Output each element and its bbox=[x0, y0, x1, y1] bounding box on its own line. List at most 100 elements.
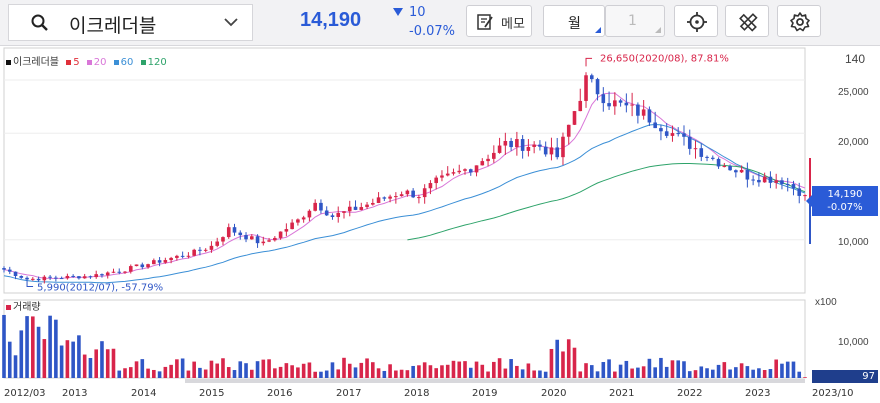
volume-bar bbox=[123, 368, 127, 378]
candle-body bbox=[175, 255, 179, 258]
volume-bar bbox=[618, 364, 623, 378]
x-axis-label: 2023/10 bbox=[812, 388, 854, 399]
candle-body bbox=[676, 133, 681, 135]
candle-body bbox=[324, 210, 329, 216]
candle-body bbox=[705, 156, 709, 158]
current-price: 14,190 bbox=[300, 9, 362, 31]
volume-bar bbox=[636, 367, 640, 378]
candle-body bbox=[762, 176, 767, 183]
volume-bar bbox=[71, 341, 75, 378]
candle-body bbox=[716, 158, 721, 167]
candle-body bbox=[111, 271, 116, 273]
candle-body bbox=[653, 122, 657, 129]
volume-legend: 거래량 bbox=[6, 298, 41, 313]
ruler-pencil-icon bbox=[739, 13, 758, 32]
volume-bar bbox=[584, 363, 588, 378]
volume-bar bbox=[371, 362, 375, 378]
chart-legend: 이크레더블 5 20 60 120 bbox=[6, 53, 171, 68]
volume-bar bbox=[31, 316, 35, 378]
legend-ma-20: 20 bbox=[86, 57, 106, 68]
candle-body bbox=[249, 236, 254, 240]
stock-name: 이크레더블 bbox=[69, 15, 157, 37]
x-axis-label: 2012/03 bbox=[4, 388, 46, 399]
candle-body bbox=[647, 109, 652, 123]
volume-bar bbox=[100, 341, 104, 378]
drawing-tools-button[interactable] bbox=[725, 5, 769, 37]
candle-body bbox=[780, 180, 784, 184]
candle-body bbox=[422, 188, 427, 198]
candle-body bbox=[526, 146, 531, 151]
chevron-down-icon[interactable] bbox=[224, 17, 238, 27]
volume-bar bbox=[641, 366, 646, 378]
candle-body bbox=[313, 202, 317, 211]
candle-body bbox=[255, 236, 260, 244]
candle-body bbox=[659, 128, 663, 132]
volume-bar bbox=[757, 368, 761, 378]
memo-button[interactable]: 메모 bbox=[466, 5, 532, 37]
volume-bar bbox=[682, 361, 686, 378]
candle-body bbox=[226, 227, 231, 238]
volume-bar bbox=[762, 370, 767, 378]
candle-body bbox=[65, 275, 70, 279]
memo-icon bbox=[477, 14, 493, 30]
volume-bar bbox=[566, 339, 571, 378]
candle-body bbox=[31, 278, 35, 280]
volume-bar bbox=[791, 361, 796, 378]
high-marker bbox=[585, 57, 593, 67]
candle-body bbox=[405, 190, 410, 195]
volume-bar bbox=[88, 357, 93, 378]
candle-body bbox=[492, 152, 496, 159]
volume-bar bbox=[411, 365, 415, 378]
candle-body bbox=[757, 179, 761, 183]
volume-bar bbox=[716, 364, 721, 378]
volume-bar bbox=[186, 370, 191, 378]
volume-bar bbox=[290, 365, 294, 378]
candle-body bbox=[36, 278, 41, 281]
period-count-input[interactable]: 1 bbox=[605, 5, 665, 37]
candle-body bbox=[215, 241, 220, 246]
volume-bar bbox=[555, 339, 560, 378]
volume-bar bbox=[134, 361, 139, 378]
candle-body bbox=[232, 227, 237, 233]
candle-body bbox=[520, 139, 525, 151]
candle-body bbox=[330, 215, 335, 217]
volume-bar bbox=[468, 367, 473, 378]
volume-bar bbox=[319, 371, 323, 378]
volume-bar bbox=[203, 369, 208, 378]
volume-bar bbox=[324, 370, 329, 378]
crosshair-icon bbox=[687, 12, 707, 32]
x-axis-label: 2021 bbox=[609, 388, 635, 399]
candle-body bbox=[463, 169, 467, 171]
candle-body bbox=[699, 148, 704, 157]
candle-body bbox=[739, 169, 744, 173]
dropdown-corner-icon bbox=[595, 27, 601, 33]
candle-body bbox=[284, 229, 289, 232]
volume-bar bbox=[221, 358, 225, 378]
volume-bar bbox=[255, 361, 260, 378]
volume-bar bbox=[797, 371, 802, 378]
period-select[interactable]: 월 bbox=[543, 5, 605, 37]
candle-body bbox=[728, 166, 732, 171]
volume-bar bbox=[296, 367, 300, 378]
volume-bar bbox=[25, 316, 29, 378]
crosshair-button[interactable] bbox=[674, 5, 718, 37]
volume-bar bbox=[653, 367, 657, 378]
candle-body bbox=[589, 75, 594, 80]
candle-body bbox=[555, 147, 560, 158]
candle-body bbox=[88, 276, 93, 278]
candle-body bbox=[515, 139, 519, 148]
candle-body bbox=[123, 271, 127, 273]
settings-button[interactable] bbox=[777, 5, 821, 37]
candle-body bbox=[77, 276, 81, 279]
volume-bar bbox=[244, 363, 248, 378]
x-axis-label: 2022 bbox=[677, 388, 703, 399]
candle-body bbox=[82, 276, 87, 279]
ma-120-line bbox=[407, 163, 806, 241]
candle-body bbox=[803, 195, 807, 197]
candle-body bbox=[94, 274, 99, 278]
candle-body bbox=[221, 237, 225, 242]
stock-search-box[interactable]: 이크레더블 bbox=[8, 4, 253, 41]
volume-bar bbox=[572, 347, 577, 378]
candle-body bbox=[641, 109, 646, 116]
